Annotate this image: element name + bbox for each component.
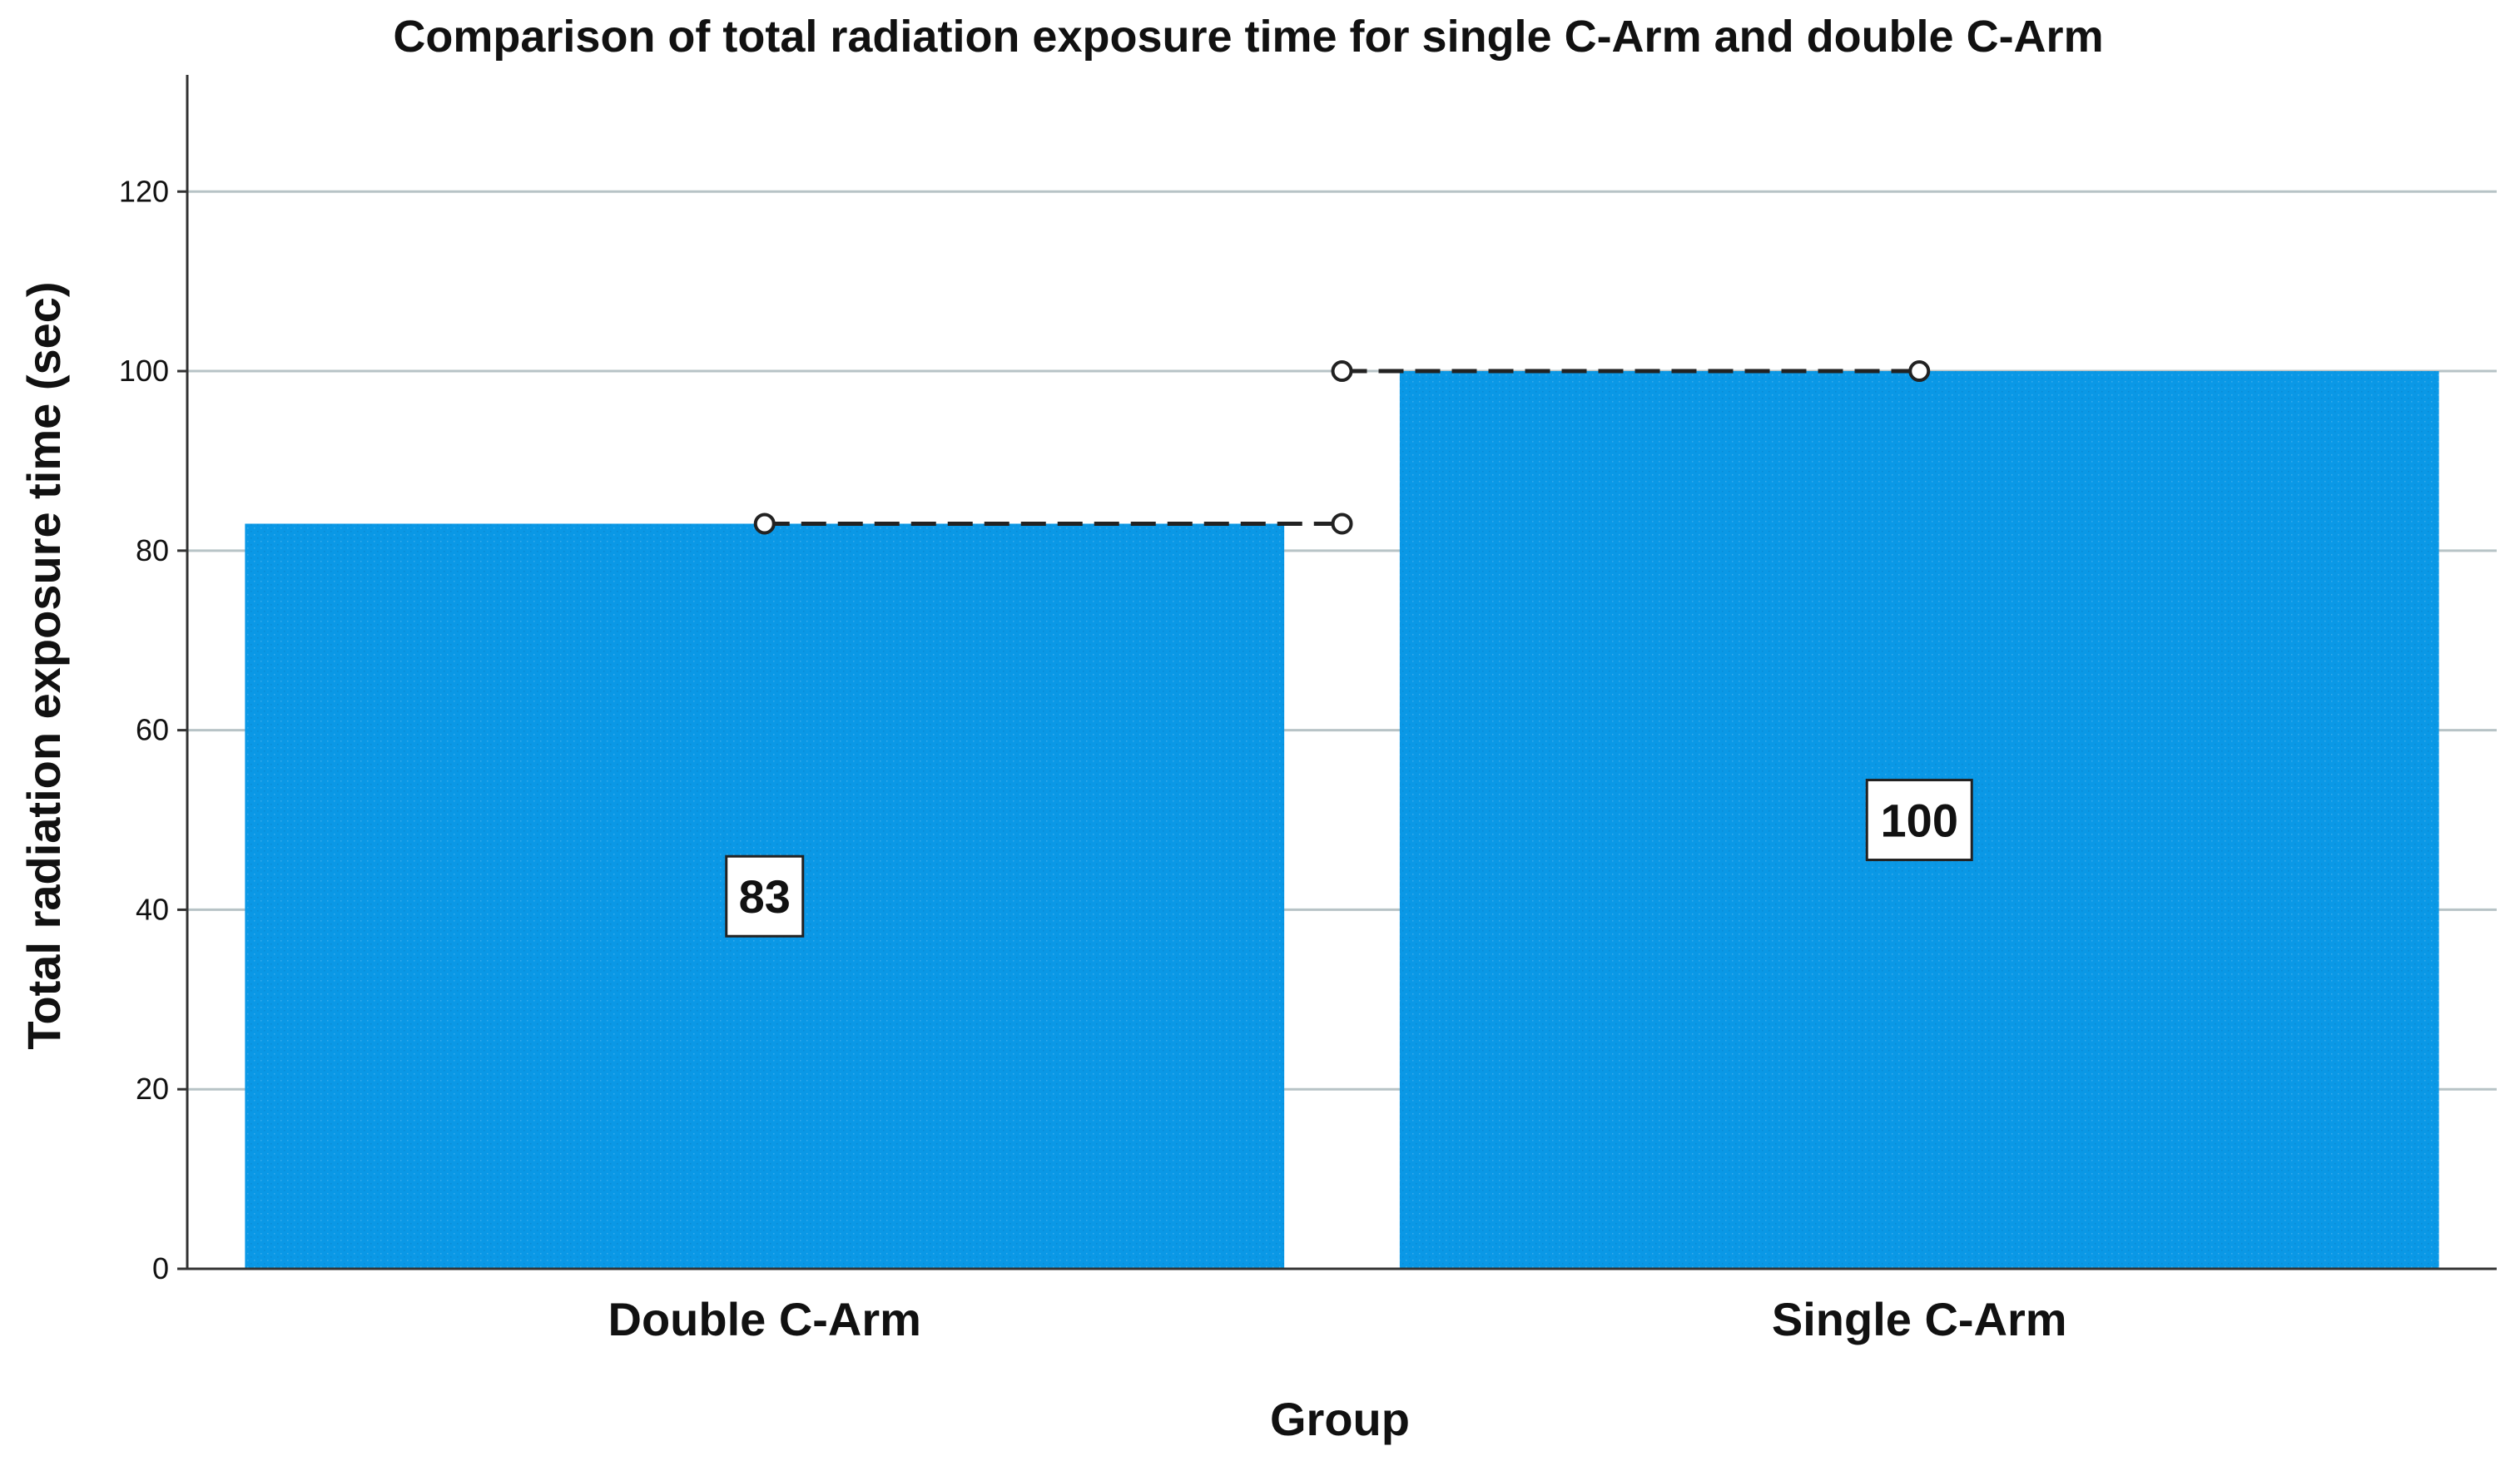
- y-tick-label-60: 60: [136, 713, 169, 747]
- y-tick-label-100: 100: [119, 354, 169, 388]
- y-tick-labels: 0 20 40 60 80 100 120: [119, 174, 169, 1285]
- connector-marker-0-a: [753, 513, 776, 535]
- x-category-labels: Double C-Arm Single C-Arm: [608, 1293, 2067, 1345]
- y-tick-label-120: 120: [119, 174, 169, 208]
- y-tick-label-80: 80: [136, 533, 169, 567]
- y-tick-label-40: 40: [136, 892, 169, 926]
- data-label-box-0: [725, 854, 805, 938]
- data-labels: 83 100: [725, 779, 1973, 938]
- bars: [245, 371, 2439, 1270]
- data-label-box-1: [1865, 779, 1973, 862]
- data-label-0: 83: [739, 870, 791, 923]
- y-tick-label-0: 0: [152, 1251, 169, 1285]
- x-category-label-1: Single C-Arm: [1772, 1293, 2067, 1345]
- chart-title: Comparison of total radiation exposure t…: [393, 12, 2103, 62]
- data-label-1: 100: [1881, 795, 1958, 847]
- y-axis-title: Total radiation exposure time (sec): [17, 281, 70, 1049]
- x-axis-title: Group: [1270, 1393, 1410, 1445]
- connector-marker-1-a: [1331, 360, 1353, 383]
- y-tick-label-20: 20: [136, 1072, 169, 1106]
- connector-marker-1-b: [1908, 360, 1931, 383]
- connector-lines: [753, 360, 1931, 535]
- connector-marker-0-b: [1331, 513, 1353, 535]
- x-category-label-0: Double C-Arm: [608, 1293, 921, 1345]
- axes: [177, 75, 2497, 1270]
